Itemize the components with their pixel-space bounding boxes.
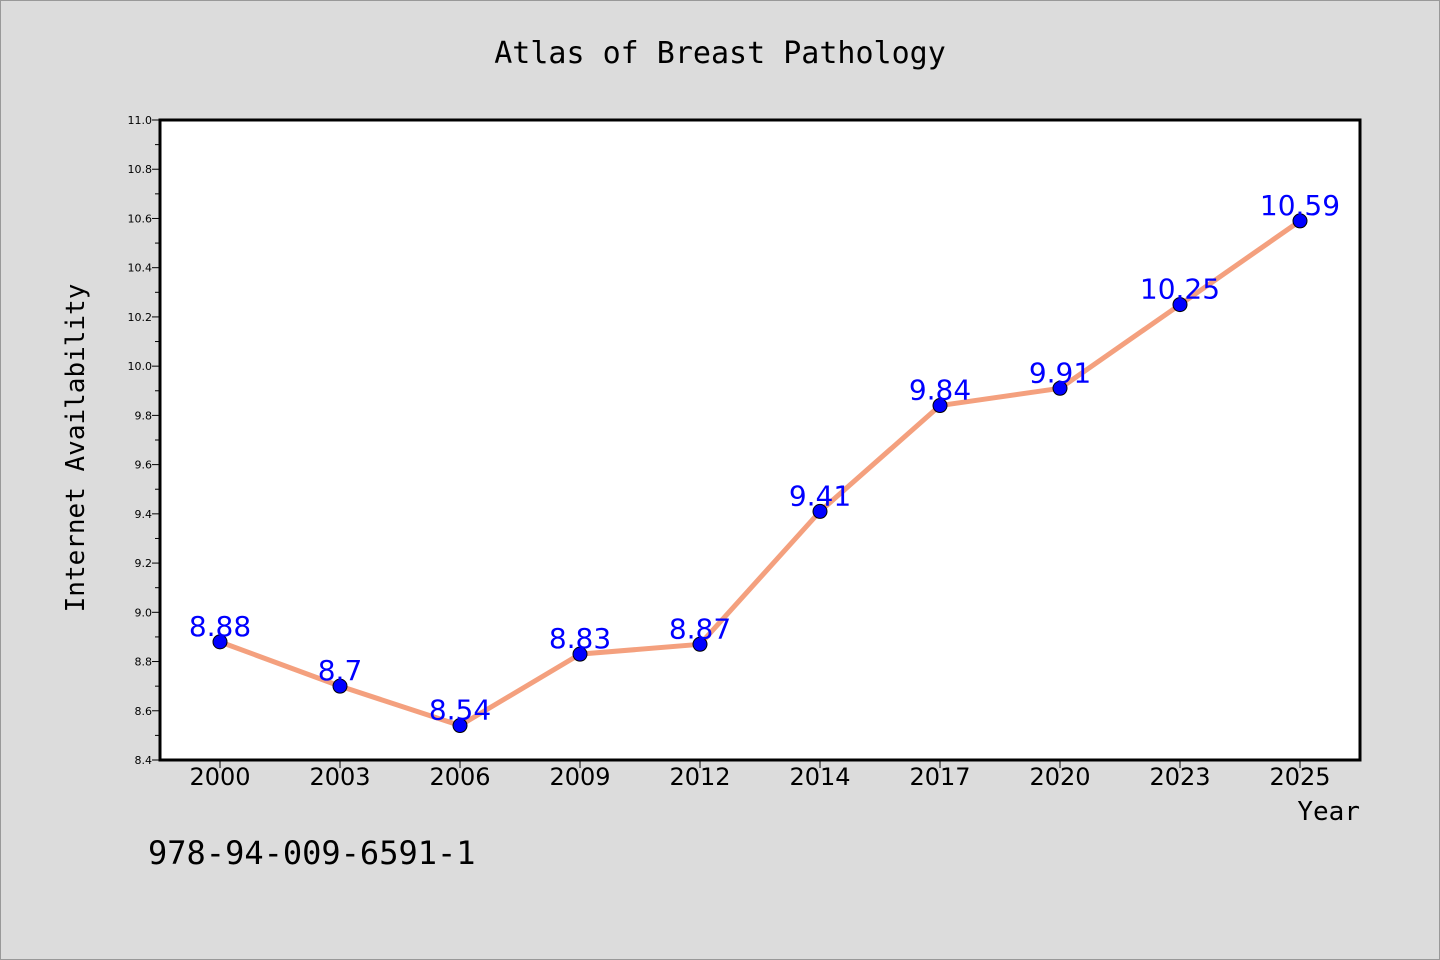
data-point bbox=[812, 503, 828, 519]
y-tick-label: 8.8 bbox=[135, 656, 153, 669]
data-label: 8.7 bbox=[318, 654, 363, 687]
data-point bbox=[692, 636, 708, 652]
data-point bbox=[932, 398, 948, 414]
data-label: 9.84 bbox=[909, 374, 971, 407]
data-point bbox=[452, 718, 468, 734]
data-label: 9.41 bbox=[789, 479, 851, 512]
y-tick-label: 10.2 bbox=[128, 311, 153, 324]
y-tick-label: 9.8 bbox=[135, 409, 153, 422]
y-tick-label: 11.0 bbox=[128, 114, 153, 127]
y-tick-label: 8.4 bbox=[135, 754, 153, 767]
data-label: 8.88 bbox=[189, 610, 251, 643]
y-tick-label: 9.2 bbox=[135, 557, 153, 570]
x-axis: 2000 2003 2006 2009 2012 2014 2017 2020 2023 2025 bbox=[189, 760, 1331, 791]
y-tick-label: 9.0 bbox=[135, 606, 153, 619]
data-label: 10.25 bbox=[1140, 273, 1220, 306]
x-tick-label: 2012 bbox=[669, 763, 730, 791]
data-label: 8.87 bbox=[669, 612, 731, 645]
y-tick-label: 9.4 bbox=[135, 508, 153, 521]
x-tick-label: 2003 bbox=[309, 763, 370, 791]
x-tick-label: 2014 bbox=[789, 763, 850, 791]
y-axis-label: Internet Availability bbox=[61, 284, 91, 613]
x-tick-label: 2025 bbox=[1269, 763, 1330, 791]
x-tick-label: 2006 bbox=[429, 763, 490, 791]
chart-title: Atlas of Breast Pathology bbox=[494, 36, 946, 71]
data-label: 9.91 bbox=[1029, 356, 1091, 389]
y-tick-label: 9.6 bbox=[135, 459, 153, 472]
y-tick-label: 10.4 bbox=[128, 262, 153, 275]
data-point bbox=[332, 678, 348, 694]
x-tick-label: 2017 bbox=[909, 763, 970, 791]
data-point bbox=[572, 646, 588, 662]
x-tick-label: 2023 bbox=[1149, 763, 1210, 791]
x-axis-label: Year bbox=[1297, 797, 1360, 827]
data-label: 8.83 bbox=[549, 622, 611, 655]
data-labels: 8.88 8.7 8.54 8.83 8.87 9.41 9.84 9.91 10.25 10.5… bbox=[189, 189, 1340, 727]
x-tick-label: 2020 bbox=[1029, 763, 1090, 791]
plot-area bbox=[160, 120, 1360, 760]
data-point bbox=[1292, 213, 1308, 229]
plot-frame bbox=[158, 118, 1362, 762]
data-label: 8.54 bbox=[429, 694, 491, 727]
y-tick-label: 10.8 bbox=[128, 163, 153, 176]
data-point bbox=[1172, 297, 1188, 313]
y-tick-label: 10.0 bbox=[128, 360, 153, 373]
x-tick-label: 2000 bbox=[189, 763, 250, 791]
y-tick-label: 10.6 bbox=[128, 212, 153, 225]
data-label: 10.59 bbox=[1260, 189, 1340, 222]
data-markers bbox=[212, 213, 1308, 734]
series-line bbox=[217, 218, 1303, 729]
x-tick-label: 2009 bbox=[549, 763, 610, 791]
data-point bbox=[1052, 380, 1068, 396]
y-tick-label: 8.6 bbox=[135, 705, 153, 718]
data-point bbox=[212, 634, 228, 650]
isbn-text: 978-94-009-6591-1 bbox=[148, 834, 476, 872]
